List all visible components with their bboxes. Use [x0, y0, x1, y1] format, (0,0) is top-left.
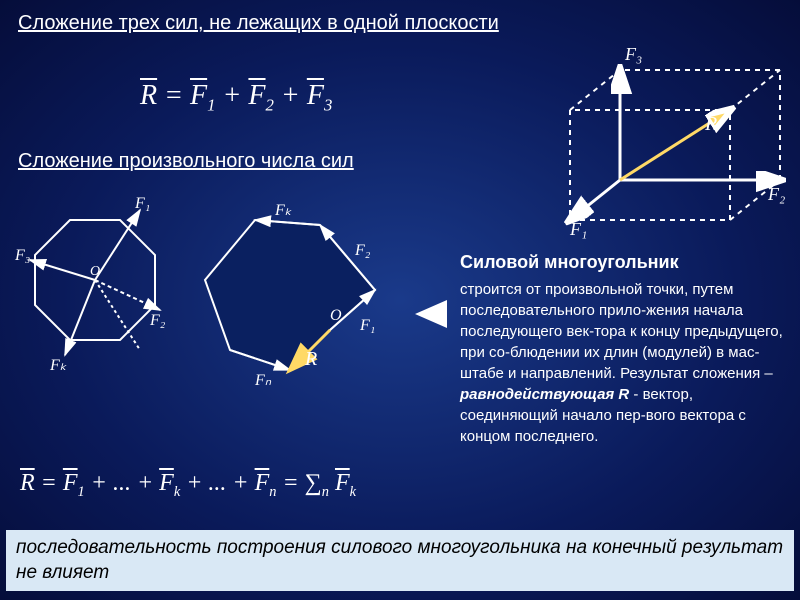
- svg-text:F₁: F₁: [359, 317, 375, 334]
- svg-text:Fₖ: Fₖ: [274, 202, 292, 219]
- cube-label-f1: F₁: [569, 219, 587, 239]
- cube-label-f2: F₂: [767, 184, 785, 204]
- arrow-icon: [415, 300, 447, 328]
- cube-label-f3: F₃: [624, 44, 642, 64]
- svg-text:F₁: F₁: [134, 195, 150, 212]
- octagon-diagram: O F₁ F₂ F₃ Fₖ: [10, 190, 180, 380]
- svg-text:F₂: F₂: [354, 242, 371, 259]
- body-title: Силовой многоугольник: [460, 250, 790, 275]
- body-text-block: Силовой многоугольник строится от произв…: [460, 250, 790, 447]
- svg-text:Fₙ: Fₙ: [254, 372, 272, 389]
- formula-three-forces: R = F1 + F2 + F3: [140, 80, 332, 116]
- polygon-diagram: O F₁ F₂ Fₖ Fₙ R: [180, 190, 410, 400]
- svg-text:Fₖ: Fₖ: [49, 357, 67, 374]
- svg-text:O: O: [330, 307, 342, 324]
- cube-diagram: F₁ F₂ F₃ R: [530, 30, 790, 240]
- cube-label-r: R: [704, 113, 717, 135]
- formula-sum: R = F1 + ... + Fk + ... + Fn = ∑n Fk: [20, 470, 356, 501]
- heading-arbitrary-forces: Сложение произвольного числа сил: [18, 150, 354, 173]
- svg-text:F₂: F₂: [149, 312, 166, 329]
- body-paragraph: строится от произвольной точки, путем по…: [460, 279, 790, 447]
- heading-three-forces: Сложение трех сил, не лежащих в одной пл…: [18, 12, 499, 35]
- footer-note: последовательность построения силового м…: [6, 530, 794, 591]
- svg-text:R: R: [304, 348, 317, 370]
- svg-text:F₃: F₃: [14, 247, 30, 264]
- svg-text:O: O: [90, 264, 100, 279]
